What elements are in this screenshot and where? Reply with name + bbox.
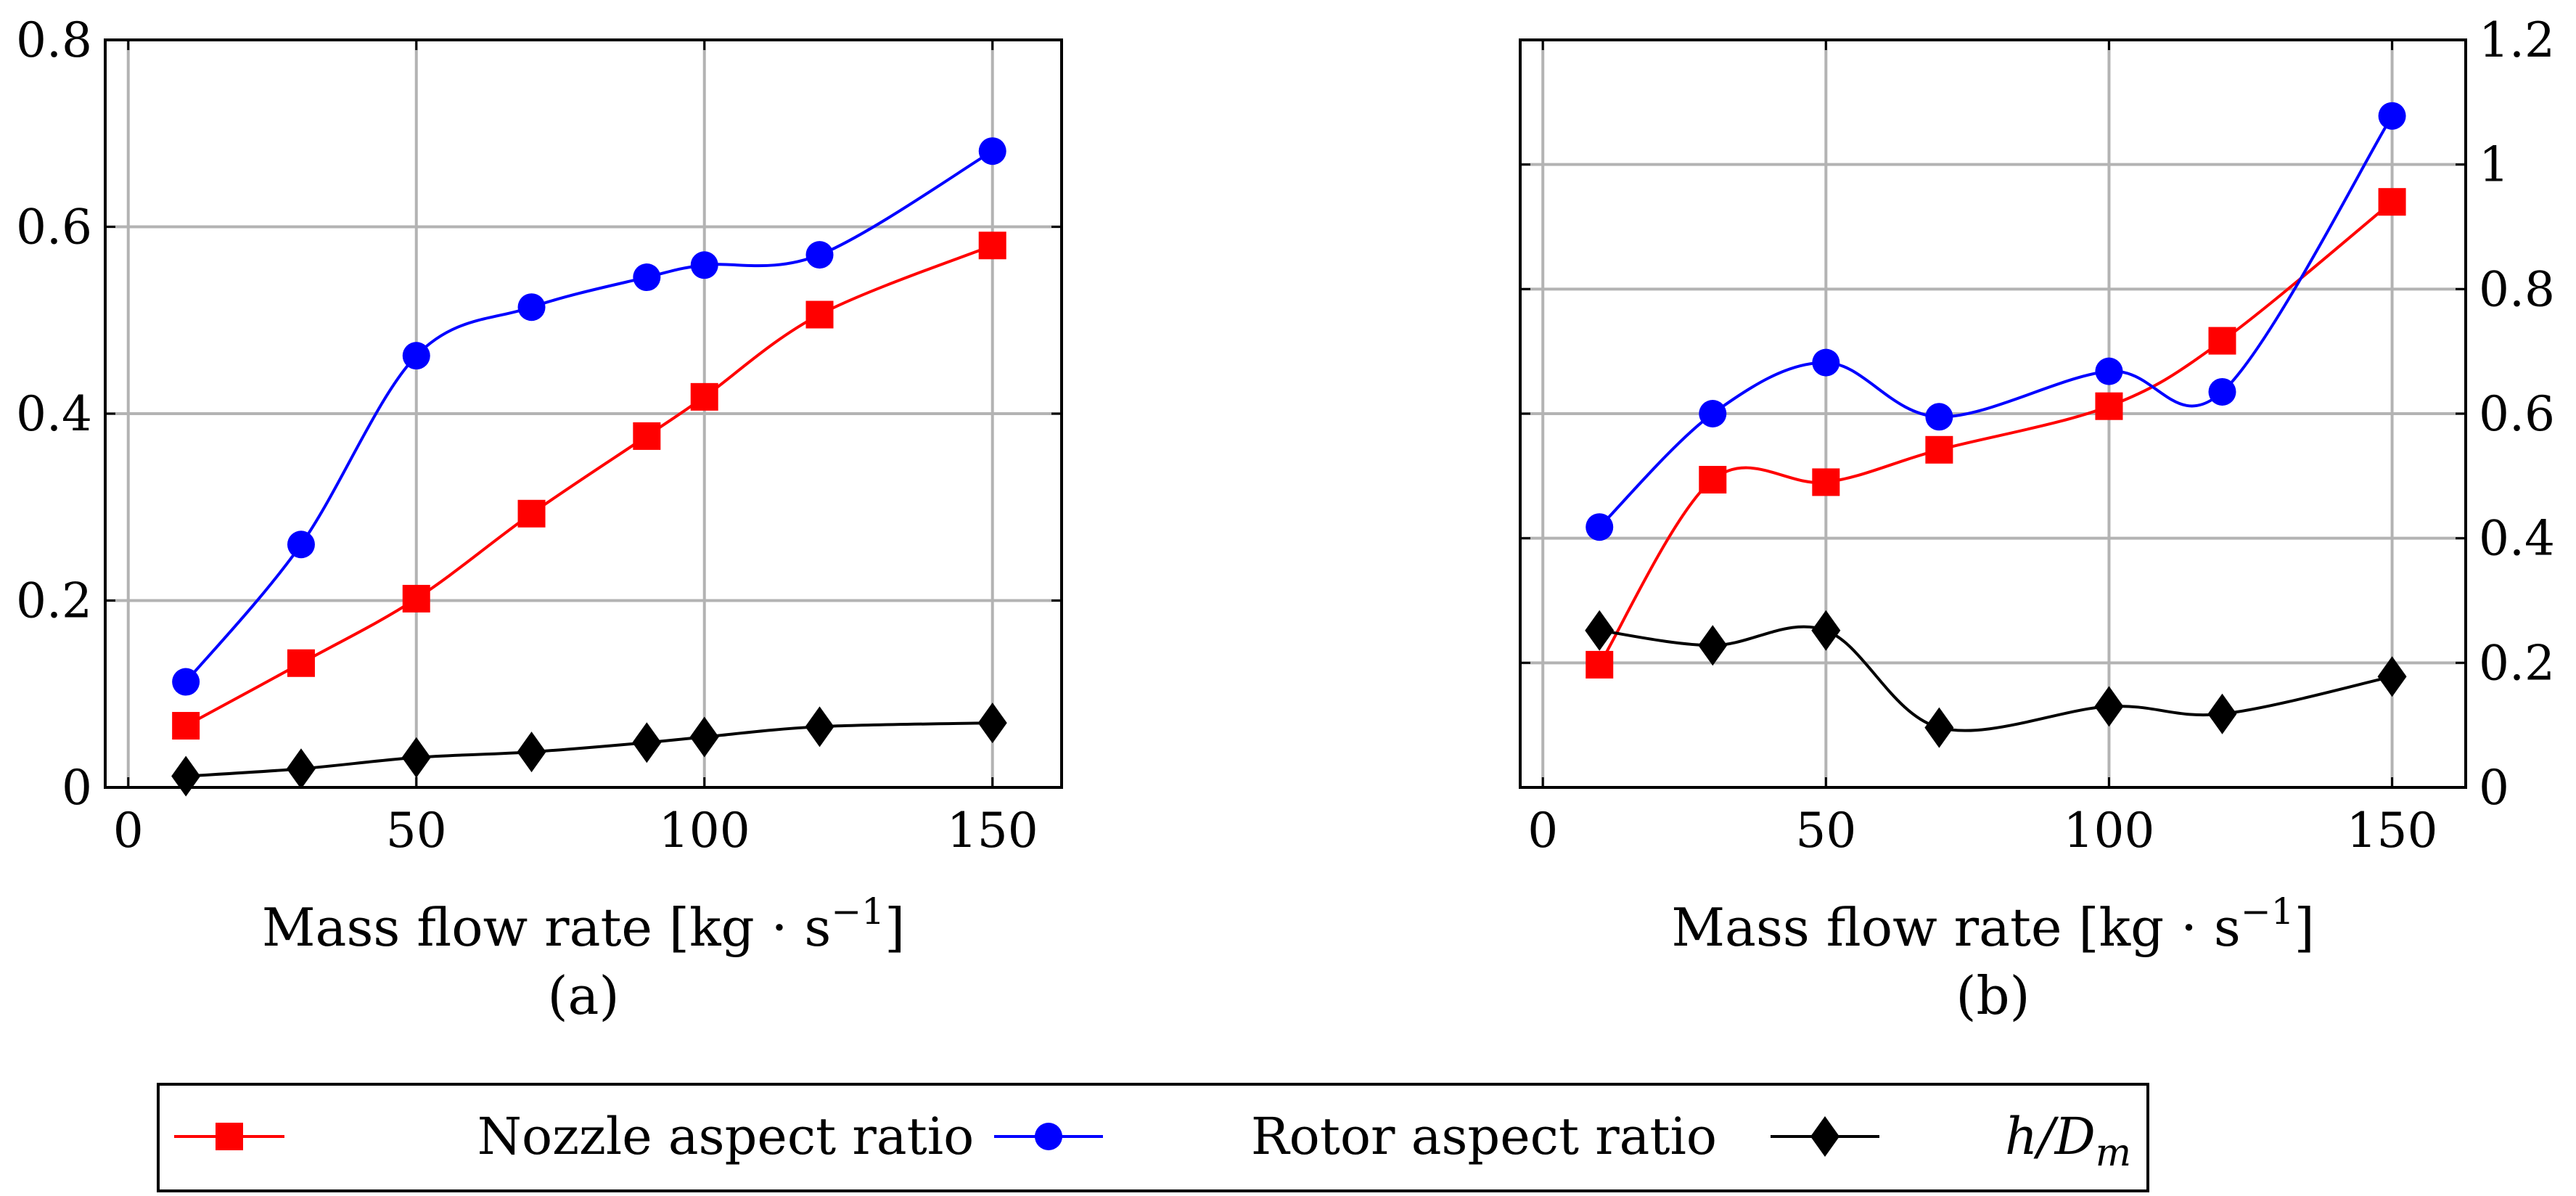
legend: Nozzle aspect ratio Rotor aspect ratio h/D… xyxy=(157,1083,2149,1192)
y-tick-label: 0.6 xyxy=(2479,386,2555,442)
data-point-square xyxy=(1699,465,1727,493)
data-point-diamond xyxy=(1924,707,1954,748)
series-diamond xyxy=(171,703,1007,797)
data-point-circle xyxy=(1925,403,1953,431)
x-tick-label: 100 xyxy=(659,803,750,859)
y-tick-label: 0.8 xyxy=(2479,261,2555,317)
series-line xyxy=(1598,115,2394,528)
x-tick-label: 0 xyxy=(1527,803,1558,859)
legend-marker-circle xyxy=(1035,1123,1062,1150)
data-point-diamond xyxy=(2094,686,2124,727)
data-point-diamond xyxy=(401,737,431,778)
data-point-square xyxy=(1925,435,1953,464)
y-tick-label: 0.6 xyxy=(16,200,92,255)
data-point-circle xyxy=(402,342,430,370)
data-point-diamond xyxy=(689,716,719,758)
data-point-square xyxy=(2208,327,2236,355)
x-tick-label: 0 xyxy=(113,803,144,859)
y-tick-label: 0.2 xyxy=(2479,635,2555,691)
data-point-circle xyxy=(690,251,718,279)
data-point-circle xyxy=(1812,348,1840,377)
data-point-circle xyxy=(287,531,315,559)
y-tick-label: 1 xyxy=(2479,137,2509,193)
x-tick-label: 100 xyxy=(2063,803,2154,859)
series-square xyxy=(1586,188,2406,679)
series-square xyxy=(172,232,1006,740)
data-point-square xyxy=(1586,650,1614,679)
series-circle xyxy=(172,137,1006,696)
data-point-circle xyxy=(2378,102,2406,130)
legend-label-sub: m xyxy=(2096,1131,2131,1175)
data-point-square xyxy=(517,499,546,528)
data-point-diamond xyxy=(2377,656,2407,697)
x-axis-title-close: ] xyxy=(885,897,905,958)
data-point-square xyxy=(633,422,661,450)
data-point-diamond xyxy=(632,722,662,763)
data-point-diamond xyxy=(1811,610,1841,651)
data-point-circle xyxy=(1699,400,1727,427)
legend-entry: Nozzle aspect ratio xyxy=(174,1107,974,1166)
data-point-square xyxy=(172,712,200,740)
x-tick-label: 150 xyxy=(947,803,1038,859)
data-point-square xyxy=(287,649,315,677)
y-tick-label: 0.4 xyxy=(16,386,92,442)
legend-label: h/Dm xyxy=(2005,1107,2131,1175)
legend-entry: h/Dm xyxy=(1771,1107,2131,1175)
data-point-diamond xyxy=(1698,625,1728,666)
x-tick-label: 50 xyxy=(386,803,447,859)
x-axis-title-close: ] xyxy=(2294,897,2315,958)
x-axis-title-main: Mass flow rate [kg · s xyxy=(262,897,832,958)
data-point-circle xyxy=(633,263,661,292)
x-axis-title-sup: −1 xyxy=(831,890,885,933)
data-point-square xyxy=(2378,188,2406,216)
panel-label: (b) xyxy=(1956,965,2030,1026)
series-diamond xyxy=(1585,610,2407,748)
data-point-diamond xyxy=(805,706,834,748)
data-point-circle xyxy=(2095,357,2123,385)
legend-marker-square xyxy=(216,1123,243,1150)
data-point-square xyxy=(402,584,430,613)
data-point-circle xyxy=(172,668,200,696)
data-point-circle xyxy=(805,241,834,269)
y-tick-label: 0.2 xyxy=(16,573,92,629)
y-tick-label: 0.8 xyxy=(16,12,92,68)
data-point-diamond xyxy=(1585,610,1615,651)
x-axis-title: Mass flow rate [kg · s−1] xyxy=(262,890,905,958)
data-point-square xyxy=(805,300,834,329)
x-axis-title-sup: −1 xyxy=(2241,890,2294,933)
data-point-square xyxy=(1812,468,1840,496)
panel-a-chart: 0 50 100 150 0 0.2 0.4 0.6 0.8 Mass flow rate [kg… xyxy=(16,12,1063,1026)
data-point-diamond xyxy=(171,755,201,797)
x-axis-title-main: Mass flow rate [kg · s xyxy=(1671,897,2241,958)
legend-label-main: h/D xyxy=(2005,1107,2096,1166)
series-line xyxy=(1598,200,2393,665)
y-tick-label: 0 xyxy=(62,760,92,816)
panel-label: (a) xyxy=(547,965,619,1026)
x-tick-label: 50 xyxy=(1795,803,1856,859)
legend-entry: Rotor aspect ratio xyxy=(994,1107,1717,1166)
data-point-square xyxy=(2095,392,2123,420)
data-point-diamond xyxy=(977,703,1007,744)
legend-marker-diamond xyxy=(1810,1116,1839,1157)
data-point-diamond xyxy=(286,748,316,790)
data-point-circle xyxy=(2208,377,2236,406)
data-point-diamond xyxy=(517,732,546,773)
data-point-circle xyxy=(1586,513,1614,541)
panel-b-chart: 0 50 100 150 0 0.2 0.4 0.6 0.8 1 1.2 Mass flow rate… xyxy=(1519,12,2555,1026)
data-point-square xyxy=(978,232,1006,260)
y-tick-label: 0 xyxy=(2479,760,2509,816)
y-tick-label: 1.2 xyxy=(2479,12,2555,68)
data-point-circle xyxy=(978,137,1006,165)
legend-label: Rotor aspect ratio xyxy=(1251,1107,1717,1166)
data-point-diamond xyxy=(2207,693,2237,734)
x-tick-label: 150 xyxy=(2347,803,2438,859)
data-point-square xyxy=(690,382,718,411)
data-point-circle xyxy=(517,293,546,321)
x-axis-title: Mass flow rate [kg · s−1] xyxy=(1671,890,2314,958)
series-line xyxy=(184,150,993,683)
legend-label: Nozzle aspect ratio xyxy=(477,1107,975,1166)
series-circle xyxy=(1586,102,2406,541)
y-tick-label: 0.4 xyxy=(2479,511,2555,567)
